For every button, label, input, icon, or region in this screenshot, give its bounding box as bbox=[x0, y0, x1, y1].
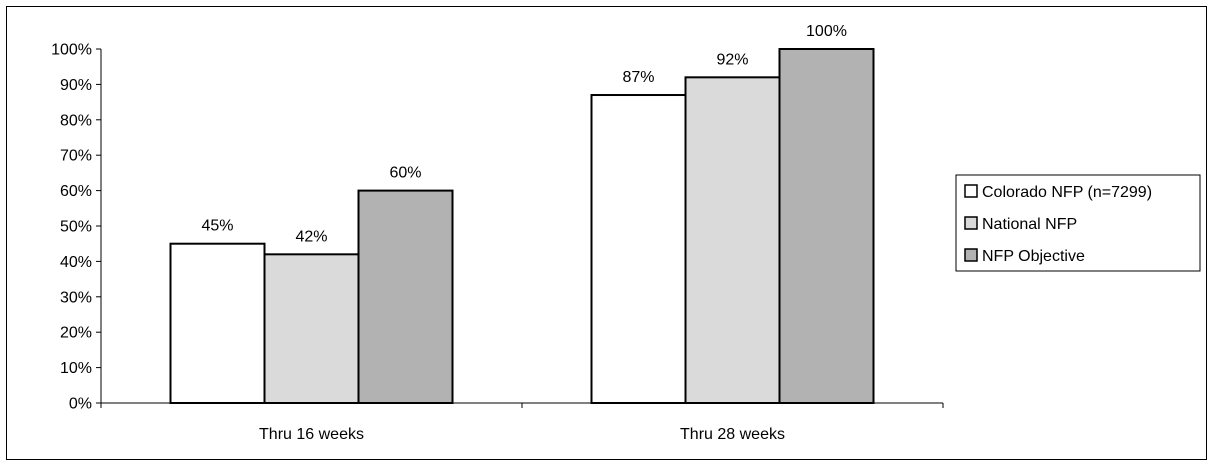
bar[interactable] bbox=[357, 189, 454, 404]
x-tick-label: Thru 28 weeks bbox=[680, 426, 785, 443]
legend-label: Colorado NFP (n=7299) bbox=[982, 184, 1152, 201]
legend-swatch bbox=[964, 184, 978, 198]
data-label: 45% bbox=[201, 218, 233, 235]
y-tick-label: 20% bbox=[60, 325, 92, 342]
data-label: 60% bbox=[389, 165, 421, 182]
y-tick-label: 40% bbox=[60, 254, 92, 271]
bar[interactable] bbox=[263, 253, 360, 404]
y-tick-label: 100% bbox=[51, 42, 92, 59]
legend-label: National NFP bbox=[982, 216, 1077, 233]
data-label: 42% bbox=[295, 228, 327, 245]
legend-label: NFP Objective bbox=[982, 248, 1085, 265]
y-tick-label: 0% bbox=[69, 396, 92, 413]
y-tick-label: 30% bbox=[60, 289, 92, 306]
data-label: 92% bbox=[716, 51, 748, 68]
legend-box bbox=[955, 174, 1201, 272]
bar[interactable] bbox=[590, 94, 687, 405]
bar[interactable] bbox=[169, 242, 266, 404]
bar[interactable] bbox=[684, 76, 781, 404]
data-label: 87% bbox=[622, 69, 654, 86]
y-tick-label: 50% bbox=[60, 219, 92, 236]
y-tick-label: 70% bbox=[60, 148, 92, 165]
bar[interactable] bbox=[778, 48, 875, 404]
data-label: 100% bbox=[806, 23, 847, 40]
y-tick-label: 10% bbox=[60, 360, 92, 377]
y-tick-label: 80% bbox=[60, 112, 92, 129]
y-tick-label: 60% bbox=[60, 183, 92, 200]
legend-swatch bbox=[964, 216, 978, 230]
x-tick-label: Thru 16 weeks bbox=[259, 426, 364, 443]
legend-swatch bbox=[964, 248, 978, 262]
y-tick-label: 90% bbox=[60, 77, 92, 94]
